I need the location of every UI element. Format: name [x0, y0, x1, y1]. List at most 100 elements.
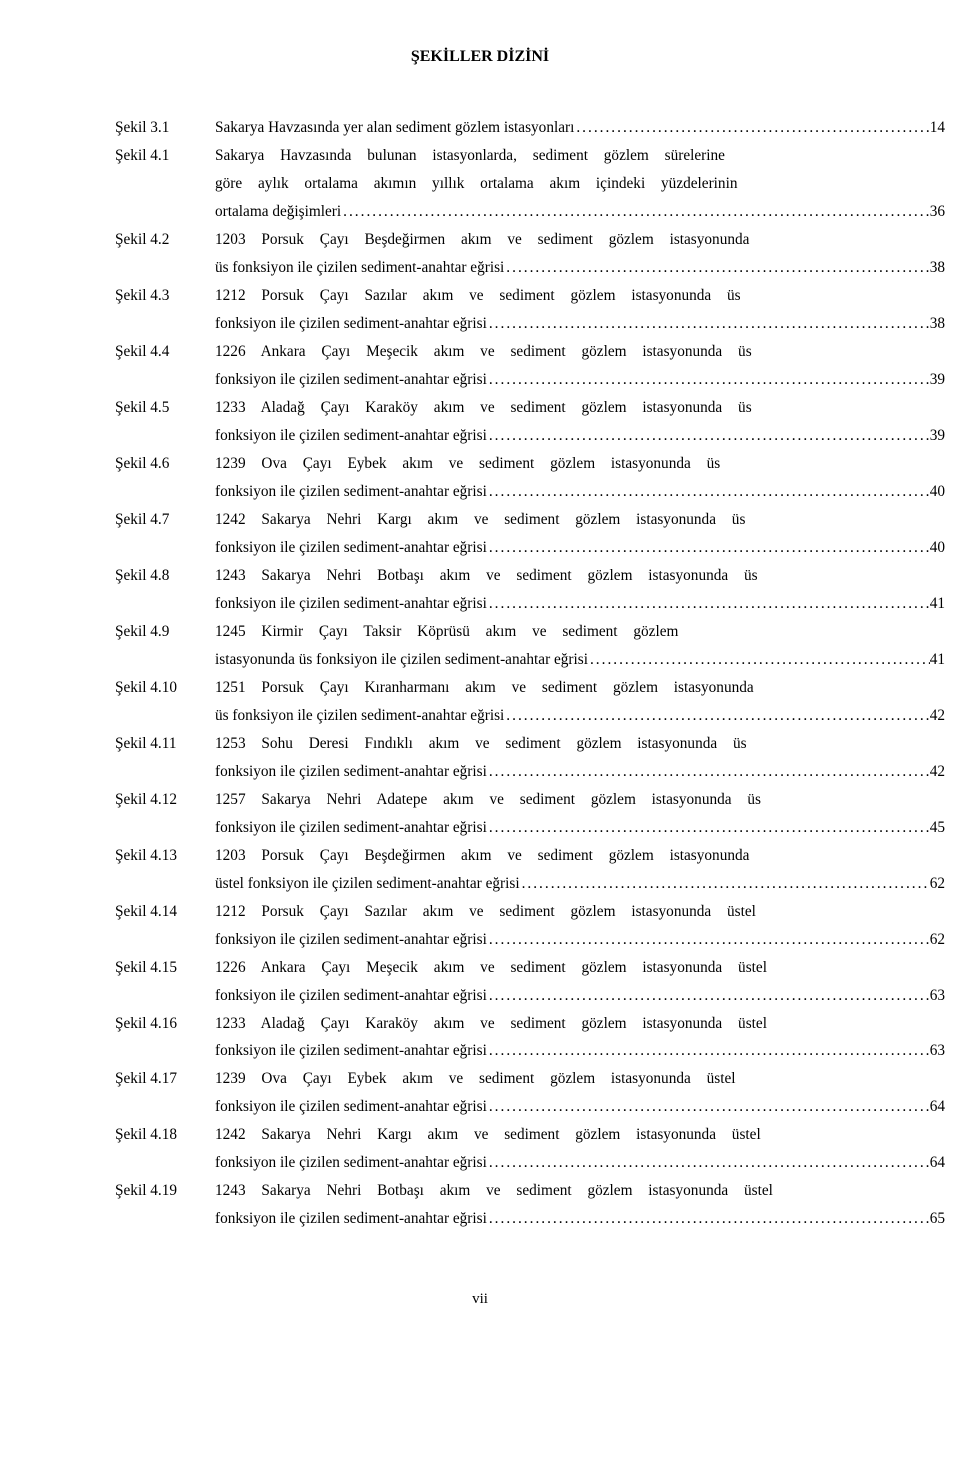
toc-text: üs fonksiyon ile çizilen sediment-anahta… [215, 702, 504, 730]
toc-entry: fonksiyon ile çizilen sediment-anahtar e… [115, 478, 845, 506]
toc-text: 1243 Sakarya Nehri Botbaşı akım ve sedim… [215, 562, 845, 590]
toc-label: Şekil 4.3 [115, 282, 187, 310]
toc-page: 41 [930, 646, 945, 674]
toc-text: Sakarya Havzasında yer alan sediment göz… [215, 114, 574, 142]
toc-entry: Şekil 4.7 1242 Sakarya Nehri Kargı akım v… [115, 506, 845, 534]
toc-entry: fonksiyon ile çizilen sediment-anahtar e… [115, 366, 845, 394]
toc-entry: Şekil 3.1 Sakarya Havzasında yer alan sed… [115, 114, 845, 142]
toc-entry: Şekil 4.41226 Ankara Çayı Meşecik akım v… [115, 338, 845, 366]
toc-entry: Şekil 4.17 1239 Ova Çayı Eybek akım ve se… [115, 1065, 845, 1093]
toc-page: 65 [930, 1205, 945, 1233]
toc-text: 1242 Sakarya Nehri Kargı akım ve sedimen… [215, 1121, 845, 1149]
toc-leader-dots: ........................................… [487, 1093, 930, 1121]
toc-entry: fonksiyon ile çizilen sediment-anahtar e… [115, 1149, 845, 1177]
toc-page: 39 [930, 422, 945, 450]
toc-text: fonksiyon ile çizilen sediment-anahtar e… [215, 478, 487, 506]
toc-text: Sakarya Havzasında bulunan istasyonlarda… [215, 142, 845, 170]
toc-label: Şekil 4.17 [115, 1065, 197, 1093]
toc-text: 1239 Ova Çayı Eybek akım ve sediment göz… [215, 450, 845, 478]
toc-entry: Şekil 4.161233 Aladağ Çayı Karaköy akım … [115, 1010, 845, 1038]
toc-label: Şekil 4.9 [115, 618, 187, 646]
toc-entry: fonksiyon ile çizilen sediment-anahtar e… [115, 1205, 845, 1233]
toc-text: fonksiyon ile çizilen sediment-anahtar e… [215, 590, 487, 618]
toc-text: 1251 Porsuk Çayı Kıranharmanı akım ve se… [215, 674, 845, 702]
toc-entry: fonksiyon ile çizilen sediment-anahtar e… [115, 310, 845, 338]
toc-entry: fonksiyon ile çizilen sediment-anahtar e… [115, 982, 845, 1010]
toc-page: 40 [930, 534, 945, 562]
toc-page: 40 [930, 478, 945, 506]
toc-leader-dots: ........................................… [487, 926, 930, 954]
toc-entry: üs fonksiyon ile çizilen sediment-anahta… [115, 702, 845, 730]
toc-leader-dots: ........................................… [588, 646, 930, 674]
toc-entry: Şekil 4.151226 Ankara Çayı Meşecik akım … [115, 954, 845, 982]
toc-page: 64 [930, 1093, 945, 1121]
toc-page: 41 [930, 590, 945, 618]
toc-label: Şekil 4.13 [115, 842, 197, 870]
toc-leader-dots: ........................................… [504, 254, 929, 282]
toc-text: fonksiyon ile çizilen sediment-anahtar e… [215, 1149, 487, 1177]
toc-leader-dots: ........................................… [487, 366, 930, 394]
toc-text: fonksiyon ile çizilen sediment-anahtar e… [215, 366, 487, 394]
toc-text: fonksiyon ile çizilen sediment-anahtar e… [215, 422, 487, 450]
toc-text: 1212 Porsuk Çayı Sazılar akım ve sedimen… [215, 282, 845, 310]
page-number-footer: vii [115, 1291, 845, 1308]
toc-entry: Şekil 4.101251 Porsuk Çayı Kıranharmanı … [115, 674, 845, 702]
toc-entry: Şekil 4.12 1257 Sakarya Nehri Adatepe akı… [115, 786, 845, 814]
toc-entry: Şekil 4.1Sakarya Havzasında bulunan ista… [115, 142, 845, 170]
toc-page: 38 [930, 254, 945, 282]
toc-text: 1239 Ova Çayı Eybek akım ve sediment göz… [215, 1065, 845, 1093]
toc-entry: istasyonunda üs fonksiyon ile çizilen se… [115, 646, 845, 674]
toc-page: 39 [930, 366, 945, 394]
toc-entry: Şekil 4.9 1245 Kirmir Çayı Taksir Köprüsü… [115, 618, 845, 646]
toc-text: fonksiyon ile çizilen sediment-anahtar e… [215, 1093, 487, 1121]
toc-text: fonksiyon ile çizilen sediment-anahtar e… [215, 534, 487, 562]
page-title: ŞEKİLLER DİZİNİ [115, 48, 845, 66]
toc-leader-dots: ........................................… [487, 1205, 930, 1233]
toc-leader-dots: ........................................… [574, 114, 929, 142]
toc-text: üs fonksiyon ile çizilen sediment-anahta… [215, 254, 504, 282]
toc-text: 1242 Sakarya Nehri Kargı akım ve sedimen… [215, 506, 845, 534]
toc-text: 1226 Ankara Çayı Meşecik akım ve sedimen… [215, 954, 845, 982]
toc-entry: fonksiyon ile çizilen sediment-anahtar e… [115, 758, 845, 786]
toc-entry: fonksiyon ile çizilen sediment-anahtar e… [115, 590, 845, 618]
toc-label: Şekil 3.1 [115, 114, 187, 142]
toc-label: Şekil 4.2 [115, 226, 187, 254]
toc-label: Şekil 4.16 [115, 1010, 197, 1038]
toc-text: fonksiyon ile çizilen sediment-anahtar e… [215, 926, 487, 954]
toc-entry: Şekil 4.11 1253 Sohu Deresi Fındıklı akım… [115, 730, 845, 758]
toc-text: göre aylık ortalama akımın yıllık ortala… [215, 170, 845, 198]
toc-text: 1245 Kirmir Çayı Taksir Köprüsü akım ve … [215, 618, 845, 646]
toc-page: 45 [930, 814, 945, 842]
toc-page: 42 [930, 758, 945, 786]
toc-leader-dots: ........................................… [487, 1037, 930, 1065]
toc-label: Şekil 4.6 [115, 450, 187, 478]
toc-page: 42 [930, 702, 945, 730]
toc-entry: fonksiyon ile çizilen sediment-anahtar e… [115, 926, 845, 954]
toc-entry: Şekil 4.181242 Sakarya Nehri Kargı akım … [115, 1121, 845, 1149]
toc-page: 64 [930, 1149, 945, 1177]
toc-label: Şekil 4.11 [115, 730, 197, 758]
toc-leader-dots: ........................................… [487, 590, 930, 618]
toc-entry: göre aylık ortalama akımın yıllık ortala… [115, 170, 845, 198]
toc-label: Şekil 4.12 [115, 786, 197, 814]
toc-leader-dots: ........................................… [504, 702, 929, 730]
toc-text: ortalama değişimleri [215, 198, 341, 226]
toc-text: fonksiyon ile çizilen sediment-anahtar e… [215, 982, 487, 1010]
toc-leader-dots: ........................................… [487, 758, 930, 786]
toc-text: istasyonunda üs fonksiyon ile çizilen se… [215, 646, 588, 674]
toc-page: 62 [930, 870, 945, 898]
toc-entry: Şekil 4.131203 Porsuk Çayı Beşdeğirmen a… [115, 842, 845, 870]
toc-label: Şekil 4.5 [115, 394, 187, 422]
toc-text: 1253 Sohu Deresi Fındıklı akım ve sedime… [215, 730, 845, 758]
toc-text: 1212 Porsuk Çayı Sazılar akım ve sedimen… [215, 898, 845, 926]
toc-entry: Şekil 4.3 1212 Porsuk Çayı Sazılar akım v… [115, 282, 845, 310]
toc-text: 1243 Sakarya Nehri Botbaşı akım ve sedim… [215, 1177, 845, 1205]
toc-text: 1257 Sakarya Nehri Adatepe akım ve sedim… [215, 786, 845, 814]
toc-leader-dots: ........................................… [487, 1149, 930, 1177]
toc-entry: Şekil 4.21203 Porsuk Çayı Beşdeğirmen ak… [115, 226, 845, 254]
toc-entry: fonksiyon ile çizilen sediment-anahtar e… [115, 1037, 845, 1065]
toc-label: Şekil 4.7 [115, 506, 187, 534]
toc-entry: üs fonksiyon ile çizilen sediment-anahta… [115, 254, 845, 282]
toc-entry: fonksiyon ile çizilen sediment-anahtar e… [115, 814, 845, 842]
toc-entry: Şekil 4.81243 Sakarya Nehri Botbaşı akım… [115, 562, 845, 590]
